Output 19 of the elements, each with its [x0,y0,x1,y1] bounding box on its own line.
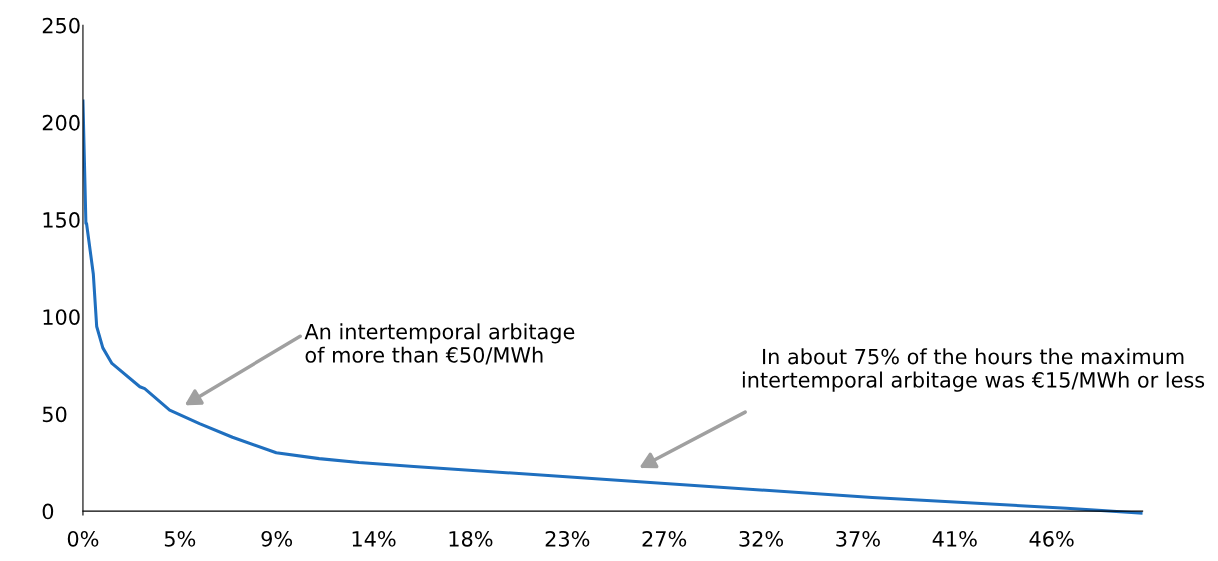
y-tick-label: 150 [43,212,80,228]
x-tick-label: 37% [836,530,880,547]
annotation: In about 75% of the hours the maximum intertemporal arbitage was €15/MWh or less [742,348,1205,392]
x-tick-label: 0% [67,530,99,547]
annotation: An intertemporal arbitage of more than €50/MWh [304,323,575,365]
y-tick-label: 50 [42,406,67,423]
x-tick-label: 9% [261,530,293,547]
y-tick-label: 0 [42,503,54,520]
x-tick-label: 41% [932,530,977,547]
x-tick-label: 27% [642,530,687,547]
y-tick-label: 250 [42,17,80,34]
y-tick-label: 200 [42,114,80,131]
x-tick-label: 46% [1029,530,1074,547]
x-tick-label: 32% [739,530,784,547]
y-tick-label: 100 [43,309,80,325]
x-tick-label: 18% [449,530,493,547]
x-tick-label: 23% [545,530,590,547]
x-tick-label: 14% [352,530,396,547]
x-tick-label: 5% [164,530,196,547]
